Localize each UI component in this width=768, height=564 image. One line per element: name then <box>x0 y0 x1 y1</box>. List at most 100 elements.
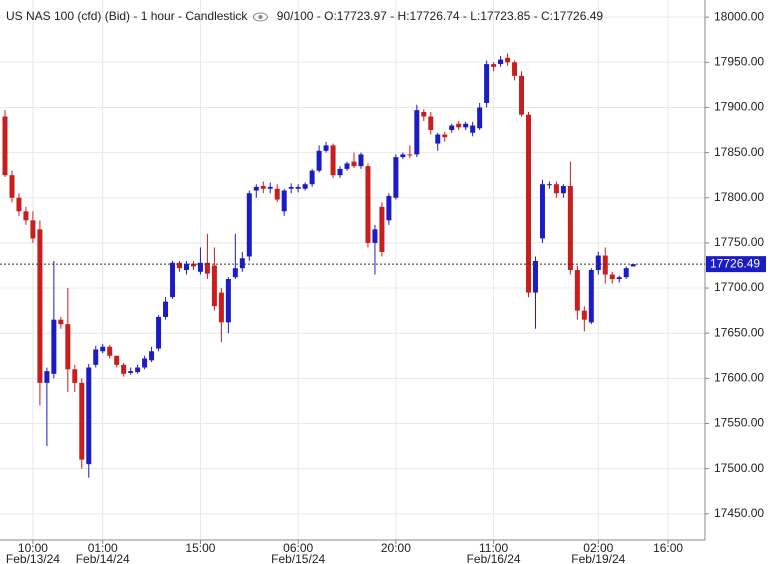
grid <box>0 0 705 540</box>
candle-body <box>421 111 427 117</box>
header: US NAS 100 (cfd) (Bid) - 1 hour - Candle… <box>6 9 603 23</box>
candle-body <box>2 116 8 176</box>
candle-body <box>44 371 50 383</box>
x-tick-label: 15:00 <box>185 541 215 555</box>
candle-body <box>218 292 224 323</box>
candle-body <box>372 229 378 243</box>
ohlc-label: H:17726.74 <box>398 9 460 23</box>
x-tick-label: 16:00 <box>653 541 683 555</box>
x-tick-label: 06:00 <box>283 541 313 555</box>
candle-body <box>281 190 287 212</box>
x-tick-label: 02:00 <box>583 541 613 555</box>
candle-body <box>72 369 78 383</box>
y-tick-label: 17500.00 <box>714 461 764 475</box>
separator: - <box>530 9 541 23</box>
candle-body <box>407 154 413 156</box>
candle-body <box>484 64 490 103</box>
candle-body <box>86 367 92 465</box>
candle-body <box>295 186 301 189</box>
last-price-label: 17726.49 <box>710 256 760 270</box>
y-tick-label: 17850.00 <box>714 145 764 159</box>
candle-body <box>351 161 357 167</box>
candle-body <box>595 255 601 270</box>
candle-body <box>602 255 608 275</box>
candles <box>2 53 636 478</box>
candle-body <box>379 206 385 252</box>
candle-body <box>581 310 587 320</box>
candle-body <box>260 186 266 189</box>
candle-body <box>51 319 57 374</box>
candle-body <box>37 229 43 383</box>
y-tick-label: 17650.00 <box>714 325 764 339</box>
candle-body <box>449 125 455 131</box>
candle-body <box>135 367 141 373</box>
title: US NAS 100 (cfd) (Bid) - 1 hour - Candle… <box>6 9 248 23</box>
candle-body <box>498 59 504 65</box>
y-tick-label: 17550.00 <box>714 416 764 430</box>
candle-body <box>609 274 615 280</box>
candle-body <box>163 301 169 317</box>
y-tick-label: 17750.00 <box>714 235 764 249</box>
separator: - <box>313 9 324 23</box>
candle-body <box>149 351 155 361</box>
candle-body <box>170 262 176 298</box>
y-tick-label: 17800.00 <box>714 190 764 204</box>
candle-body <box>274 188 280 200</box>
candle-body <box>142 358 148 368</box>
candle-body <box>30 220 36 239</box>
candle-body <box>128 371 134 373</box>
candle-body <box>93 349 99 365</box>
candle-body <box>239 258 245 269</box>
candle-body <box>65 324 71 370</box>
candle-body <box>456 123 462 128</box>
candle-body <box>365 166 371 243</box>
y-tick-label: 17900.00 <box>714 100 764 114</box>
candle-body <box>477 107 483 129</box>
candle-body <box>211 265 217 307</box>
candle-body <box>267 186 273 189</box>
candle-body <box>316 150 322 171</box>
candle-body <box>100 346 106 352</box>
candle-body <box>204 262 210 274</box>
x-tick-date: Feb/14/24 <box>76 552 130 564</box>
candle-body <box>114 355 120 365</box>
x-tick-label: 11:00 <box>479 541 508 555</box>
zoom: 90/100 <box>277 9 314 23</box>
candle-body <box>435 134 441 144</box>
y-tick-label: 18000.00 <box>714 9 764 23</box>
candle-body <box>156 316 162 349</box>
candle-body <box>302 184 308 189</box>
candle-body <box>386 195 392 221</box>
candle-body <box>309 170 315 185</box>
candle-body <box>246 193 252 257</box>
candle-body <box>505 57 511 63</box>
candle-body <box>616 277 622 280</box>
candle-body <box>232 268 238 278</box>
candle-body <box>560 186 566 194</box>
x-tick-date: Feb/15/24 <box>271 552 325 564</box>
candle-body <box>519 75 525 115</box>
candle-body <box>442 134 448 138</box>
ohlc-label: O:17723.97 <box>324 9 387 23</box>
eye-icon <box>252 12 268 22</box>
candle-body <box>470 125 476 133</box>
y-tick-label: 17600.00 <box>714 371 764 385</box>
candle-body <box>225 279 231 323</box>
last-price-box <box>706 256 766 273</box>
x-tick-label: 01:00 <box>88 541 118 555</box>
x-tick-date: Feb/13/24 <box>6 552 60 564</box>
candle-body <box>183 263 189 270</box>
separator: - <box>460 9 471 23</box>
y-tick-label: 17700.00 <box>714 280 764 294</box>
candle-body <box>344 163 350 169</box>
candle-body <box>337 168 343 176</box>
candle-body <box>588 270 594 323</box>
candle-body <box>428 116 434 131</box>
candle-body <box>58 319 64 325</box>
candle-body <box>23 211 29 221</box>
ohlc-label: L:17723.85 <box>470 9 530 23</box>
y-tick-label: 17450.00 <box>714 506 764 520</box>
candle-body <box>330 145 336 176</box>
candle-body <box>288 186 294 189</box>
